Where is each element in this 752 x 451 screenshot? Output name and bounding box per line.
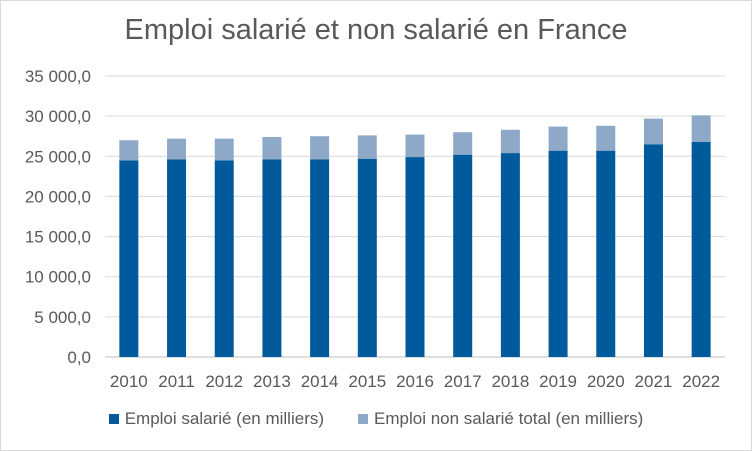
legend-swatch-salarie [108, 414, 119, 424]
bar-segment-non-salarie [405, 134, 425, 158]
x-tick-label: 2021 [635, 372, 673, 391]
y-tick-label: 5 000,0 [34, 308, 91, 327]
bar-segment-salarie [500, 153, 520, 357]
legend: Emploi salarié (en milliers) Emploi non … [0, 409, 752, 429]
bar-segment-salarie [643, 144, 663, 357]
bar-segment-salarie [691, 141, 711, 357]
bar-segment-salarie [167, 159, 187, 357]
y-tick-label: 30 000,0 [25, 107, 91, 126]
legend-swatch-non-salarie [358, 414, 369, 424]
x-tick-label: 2010 [110, 372, 148, 391]
bar-segment-non-salarie [167, 138, 187, 160]
bar-segment-non-salarie [453, 132, 473, 155]
x-tick-label: 2020 [587, 372, 625, 391]
x-tick-label: 2022 [682, 372, 720, 391]
x-tick-label: 2016 [396, 372, 434, 391]
bar-segment-salarie [357, 158, 377, 357]
bar-segment-non-salarie [310, 136, 330, 160]
bar-segment-non-salarie [500, 129, 520, 154]
legend-item-salarie: Emploi salarié (en milliers) [108, 409, 325, 429]
x-axis-ticks: 2010 2011 2012 2013 2014 2015 2016 2017 2018 2019… [110, 372, 720, 391]
y-axis-ticks: 0,0 5 000,0 10 000,0 15 000,0 20 000,0 25 000… [25, 67, 91, 367]
bar-segment-salarie [596, 150, 616, 357]
bar-segment-salarie [453, 154, 473, 357]
bar-segment-salarie [214, 160, 234, 357]
x-tick-label: 2011 [158, 372, 195, 391]
x-tick-label: 2013 [253, 372, 291, 391]
x-tick-label: 2015 [348, 372, 386, 391]
y-tick-label: 20 000,0 [25, 187, 91, 206]
bar-segment-salarie [262, 159, 282, 357]
bars [119, 115, 711, 357]
x-tick-label: 2018 [491, 372, 529, 391]
y-tick-label: 0,0 [67, 348, 91, 367]
bar-segment-non-salarie [596, 125, 616, 151]
legend-item-non-salarie: Emploi non salarié total (en milliers) [358, 409, 643, 429]
chart-title: Emploi salarié et non salarié en France [124, 14, 628, 46]
x-tick-label: 2012 [205, 372, 243, 391]
y-tick-label: 35 000,0 [25, 67, 91, 86]
bar-segment-non-salarie [691, 115, 711, 142]
bar-segment-non-salarie [548, 126, 568, 151]
x-tick-label: 2019 [539, 372, 577, 391]
bar-segment-salarie [310, 159, 330, 357]
x-tick-label: 2017 [444, 372, 482, 391]
x-tick-label: 2014 [301, 372, 339, 391]
legend-label-non-salarie: Emploi non salarié total (en milliers) [374, 409, 644, 428]
bar-segment-non-salarie [214, 138, 234, 161]
y-tick-label: 25 000,0 [25, 147, 91, 166]
bar-segment-salarie [405, 157, 425, 357]
bar-segment-non-salarie [262, 137, 282, 160]
bar-segment-non-salarie [119, 140, 139, 161]
bar-segment-salarie [119, 160, 139, 357]
legend-label-salarie: Emploi salarié (en milliers) [124, 409, 325, 428]
bar-segment-salarie [548, 150, 568, 357]
y-tick-label: 10 000,0 [25, 268, 91, 287]
y-tick-label: 15 000,0 [25, 228, 91, 247]
bar-segment-non-salarie [643, 118, 663, 145]
bar-segment-non-salarie [357, 135, 377, 159]
